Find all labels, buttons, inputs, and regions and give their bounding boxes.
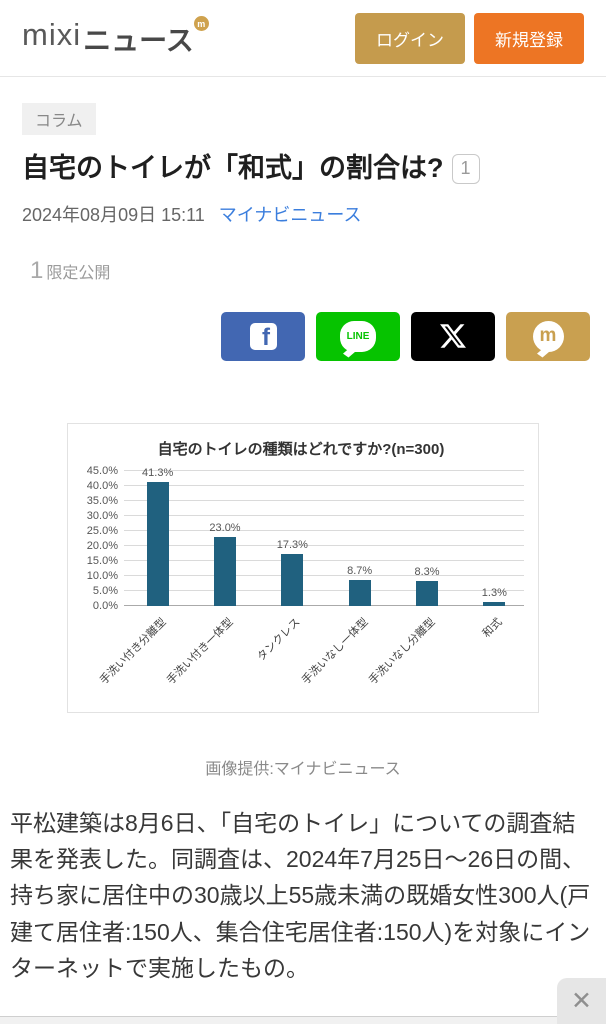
y-axis-tick-label: 10.0% — [86, 569, 118, 582]
chart-plot-area: 45.0% 40.0% 35.0% 30.0% 25.0% 20.0% 15.0% 10.0%… — [87, 465, 528, 612]
x-category-label: 和式 — [480, 615, 505, 640]
y-axis-tick-label: 5.0% — [92, 584, 118, 597]
chart-x-labels: 手洗い付き分離型 手洗い付き一体型 タンクレス 手洗いなし一体型 手洗いなし分離型 和式 — [98, 606, 528, 706]
gridline — [124, 514, 524, 516]
bar — [281, 553, 304, 606]
chart-title: 自宅のトイレの種類はどれですか?(n=300) — [157, 440, 445, 458]
header-buttons: ログイン 新規登録 — [355, 12, 584, 64]
login-button[interactable]: ログイン — [355, 12, 465, 64]
line-icon: LINE — [340, 320, 376, 352]
bar — [146, 481, 169, 606]
x-category-label: 手洗いなし分離型 — [366, 615, 438, 687]
y-axis-tick-label: 20.0% — [86, 539, 118, 552]
header: mixi ニュース m ログイン 新規登録 — [0, 0, 606, 77]
bar — [348, 579, 371, 606]
y-axis-tick-label: 25.0% — [86, 524, 118, 537]
ad-banner-strip — [0, 1016, 606, 1024]
bar-value-label: 17.3% — [276, 538, 308, 551]
article: コラム 自宅のトイレが「和式」の割合は? 1 2024年08月09日 15:11 … — [0, 77, 606, 986]
gridline — [124, 604, 524, 606]
bar — [416, 580, 438, 606]
limited-label: 限定公開 — [46, 264, 111, 282]
limited-count: 1 — [30, 256, 44, 284]
bar-value-label: 8.7% — [347, 564, 373, 577]
gridline — [124, 559, 524, 561]
x-category-label: 手洗い付き分離型 — [97, 615, 169, 687]
x-category-label: 手洗いなし一体型 — [299, 615, 371, 687]
image-count-badge: 1 — [451, 154, 480, 185]
logo-text-news: ニュース — [83, 25, 194, 56]
bar-value-label: 8.3% — [414, 565, 440, 578]
gridline — [124, 469, 524, 471]
publish-date: 2024年08月09日 15:11 — [22, 204, 205, 225]
x-icon — [440, 324, 466, 349]
y-axis-tick-label: 40.0% — [86, 479, 118, 492]
gridline — [124, 499, 524, 501]
bar-value-label: 1.3% — [481, 586, 507, 599]
y-axis-tick-label: 0.0% — [92, 599, 118, 612]
y-axis-tick-label: 30.0% — [86, 509, 118, 522]
bar — [483, 601, 506, 606]
limited-release-row: 1 限定公開 — [30, 257, 606, 285]
source-link[interactable]: マイナビニュース — [218, 204, 362, 225]
mixi-m-badge-icon: m — [193, 16, 209, 31]
article-chart-image: 自宅のトイレの種類はどれですか?(n=300) 45.0% 40.0% 35.0% 3… — [67, 422, 539, 713]
bar-value-label: 23.0% — [209, 521, 241, 534]
signup-button[interactable]: 新規登録 — [474, 12, 584, 64]
gridline — [124, 574, 524, 576]
page-title: 自宅のトイレが「和式」の割合は? 1 — [22, 150, 584, 188]
share-facebook-button[interactable]: f — [221, 311, 305, 361]
article-meta: 2024年08月09日 15:11 マイナビニュース — [22, 201, 584, 227]
gridline — [124, 529, 524, 531]
share-row: f LINE m — [0, 311, 590, 361]
gridline — [124, 544, 524, 546]
share-line-button[interactable]: LINE — [316, 311, 400, 361]
category-tag[interactable]: コラム — [22, 103, 96, 135]
bar-value-label: 41.3% — [142, 466, 174, 479]
mixi-icon: m — [532, 320, 564, 352]
gridline — [124, 589, 524, 591]
article-body: 平松建築は8月6日、「自宅のトイレ」についての調査結果を発表した。同調査は、20… — [10, 809, 591, 982]
y-axis-tick-label: 45.0% — [86, 464, 118, 477]
share-mixi-button[interactable]: m — [506, 311, 590, 361]
y-axis-tick-label: 15.0% — [86, 554, 118, 567]
ad-close-button[interactable]: ✕ — [557, 978, 606, 1024]
page-title-text: 自宅のトイレが「和式」の割合は? — [22, 153, 444, 183]
gridline — [124, 484, 524, 486]
image-caption: 画像提供:マイナビニュース — [205, 760, 401, 778]
y-axis-tick-label: 35.0% — [86, 494, 118, 507]
share-x-button[interactable] — [411, 311, 495, 361]
bar — [214, 536, 236, 606]
mixi-news-logo[interactable]: mixi ニュース m — [22, 16, 209, 59]
x-category-label: タンクレス — [255, 615, 303, 664]
x-category-label: 手洗い付き一体型 — [164, 615, 236, 687]
logo-text-mixi: mixi — [22, 17, 82, 52]
facebook-icon: f — [249, 322, 277, 350]
